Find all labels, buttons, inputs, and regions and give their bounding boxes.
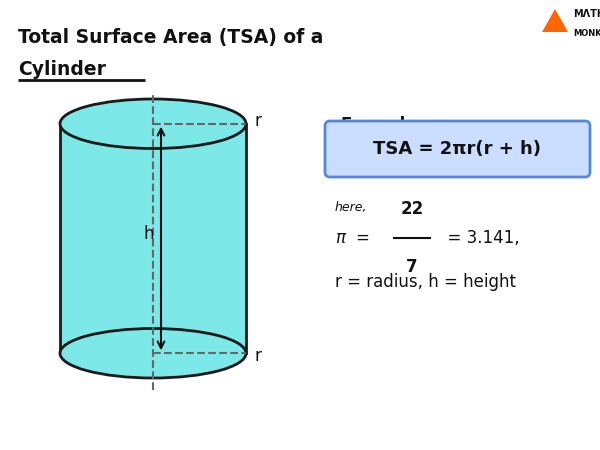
Text: h: h <box>144 225 154 243</box>
Text: = 3.141,: = 3.141, <box>437 229 520 247</box>
Text: MΛTH: MΛTH <box>573 9 600 19</box>
FancyBboxPatch shape <box>325 121 590 177</box>
Text: Total Surface Area (TSA) of a: Total Surface Area (TSA) of a <box>18 28 323 47</box>
Text: TSA = 2πr(r + h): TSA = 2πr(r + h) <box>373 140 542 158</box>
Text: Formula:: Formula: <box>340 116 423 134</box>
Polygon shape <box>542 9 568 32</box>
Ellipse shape <box>60 99 246 148</box>
Text: 7: 7 <box>406 258 418 276</box>
Text: here,: here, <box>335 202 367 215</box>
Text: 22: 22 <box>400 200 424 218</box>
Text: r = radius, h = height: r = radius, h = height <box>335 273 516 291</box>
Text: Cylinder: Cylinder <box>18 60 106 79</box>
Text: MONKS: MONKS <box>573 30 600 39</box>
Ellipse shape <box>60 328 246 378</box>
Text: r: r <box>254 112 261 130</box>
Text: $\pi$  =: $\pi$ = <box>335 229 370 247</box>
Text: r: r <box>254 347 261 365</box>
Polygon shape <box>60 124 246 353</box>
